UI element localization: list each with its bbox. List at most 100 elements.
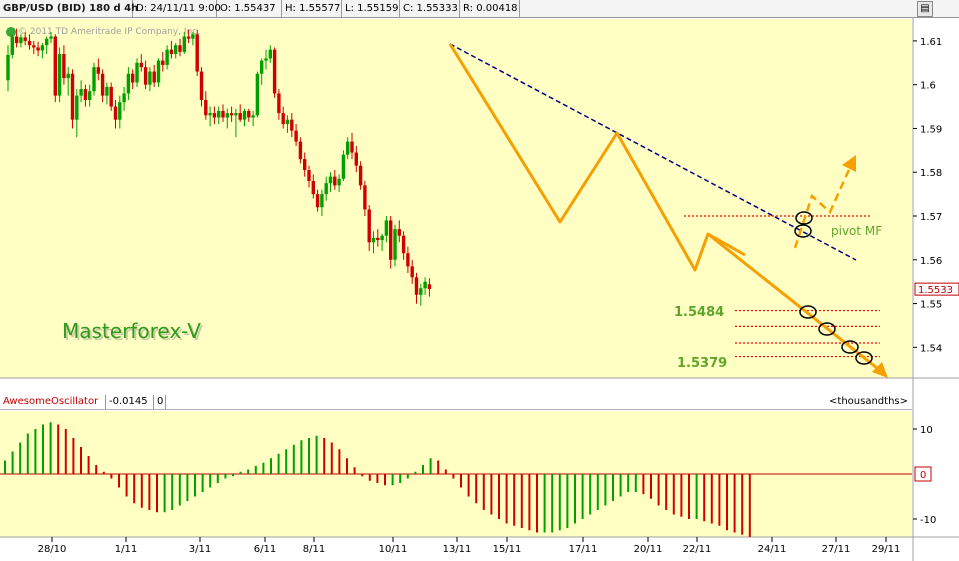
level-upper-label: 1.5484: [674, 305, 724, 320]
candle-body: [178, 45, 182, 52]
candle-body: [333, 176, 337, 186]
oscillator-zero-box: [914, 466, 932, 482]
brand-label: Masterforex-V: [62, 319, 201, 343]
candle-body: [393, 229, 397, 260]
candle-body: [346, 141, 350, 155]
open-label: O: 1.55437: [217, 0, 282, 18]
candle-body: [229, 113, 234, 116]
candle-body: [88, 91, 92, 100]
date-tick-label: 8/11: [303, 544, 325, 555]
date-tick-label: 10/11: [379, 544, 408, 555]
candle-body: [371, 237, 376, 243]
candle-body: [152, 71, 156, 83]
breakout-arrowhead: [842, 155, 856, 172]
projection-arrowhead: [872, 362, 888, 378]
candle-body: [156, 60, 161, 83]
candle-body: [311, 180, 315, 195]
candle-body: [23, 37, 27, 41]
candle-body: [260, 60, 264, 74]
candle-body: [401, 235, 406, 254]
panel-gap: [0, 378, 959, 395]
candle-group: [6, 28, 432, 306]
candle-body: [195, 34, 199, 72]
candle-body: [354, 152, 358, 166]
candle-body: [419, 288, 423, 295]
price-tick-label: 1.59: [920, 124, 942, 135]
target-circle-marker: [794, 224, 812, 238]
oscillator-units: <thousandths>: [829, 396, 908, 407]
candle-body: [14, 36, 19, 44]
candle-body: [427, 284, 432, 290]
candle-body: [45, 38, 49, 46]
oscillator-tick-label: 10: [920, 425, 933, 436]
candle-body: [294, 130, 298, 142]
scroll-lock-icon: ▤: [920, 3, 930, 14]
watermark-text: © 2011 TD Ameritrade IP Company, Inc.: [18, 27, 200, 37]
candle-body: [255, 73, 260, 116]
candle-body: [79, 89, 83, 96]
target-circle-marker: [841, 340, 859, 354]
candle-body: [27, 40, 32, 46]
price-tick-label: 1.55: [920, 300, 942, 311]
candle-body: [414, 277, 419, 295]
level-lower-label: 1.5379: [677, 356, 727, 371]
candle-body: [139, 62, 143, 68]
candle-body: [264, 58, 268, 61]
candle-body: [380, 235, 384, 241]
date-tick-label: 15/11: [493, 544, 522, 555]
candle-body: [40, 45, 45, 51]
candle-body: [307, 170, 311, 181]
candle-body: [350, 141, 354, 153]
candle-body: [126, 73, 131, 94]
candle-body: [148, 71, 152, 85]
date-tick-label: 29/11: [872, 544, 901, 555]
candle-body: [122, 93, 126, 103]
oscillator-tick-label: -10: [920, 515, 936, 526]
candle-body: [165, 49, 169, 65]
candle-body: [92, 67, 96, 92]
candle-body: [109, 86, 113, 107]
last-price-label: 1.5533: [918, 285, 953, 296]
oscillator-param: 0: [154, 395, 166, 409]
candle-body: [285, 119, 290, 125]
candle-body: [143, 67, 148, 85]
candle-body: [53, 36, 57, 96]
candle-body: [410, 266, 414, 278]
candle-body: [62, 54, 66, 79]
candle-body: [234, 113, 238, 116]
candle-body: [208, 113, 212, 116]
candle-body: [70, 73, 75, 120]
candle-body: [242, 110, 247, 120]
price-tick-label: 1.57: [920, 212, 942, 223]
scroll-lock-button[interactable]: ▤: [917, 1, 933, 17]
range-label: R: 0.00418: [460, 0, 520, 18]
date-tick-label: 6/11: [254, 544, 276, 555]
date-tick-label: 28/10: [38, 544, 67, 555]
candle-body: [337, 178, 341, 186]
info-icon: [6, 27, 16, 37]
candle-body: [182, 36, 186, 52]
symbol-label: GBP/USD (BID) 180 d 4h: [0, 0, 138, 18]
candle-body: [303, 159, 307, 171]
candle-body: [135, 62, 139, 83]
candle-body: [277, 93, 281, 114]
candle-body: [221, 110, 225, 118]
date-tick-label: 27/11: [822, 544, 851, 555]
date-tick-label: 24/11: [758, 544, 787, 555]
target-circle-marker: [855, 351, 873, 365]
close-label: C: 1.55333: [400, 0, 460, 18]
breakout-scenario-line: [793, 162, 854, 249]
candle-body: [49, 36, 53, 39]
oscillator-bar-group: [4, 422, 751, 537]
brand-label-shadow: Masterforex-V: [64, 321, 203, 345]
date-axis-bg: [0, 537, 959, 561]
price-tick-label: 1.56: [920, 256, 942, 267]
date-label: D: 24/11/11 9:00: [133, 0, 221, 18]
candle-body: [174, 45, 178, 55]
candle-body: [19, 37, 23, 44]
candle-body: [32, 45, 36, 48]
candle-body: [423, 281, 427, 289]
candle-body: [161, 60, 165, 65]
candle-body: [83, 89, 88, 100]
